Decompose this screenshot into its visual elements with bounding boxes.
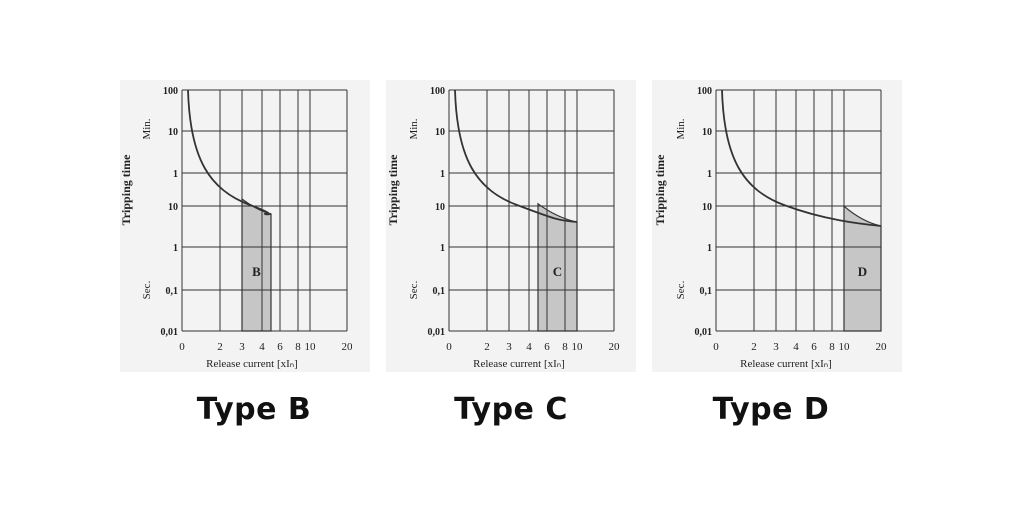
caption-type-b: Type B [196, 392, 312, 427]
y-axis-title-b: Tripping time [119, 154, 133, 225]
x-axis-title-b: Release current [xIₙ] [206, 358, 298, 370]
y-tick-label-d: 10 [702, 202, 712, 213]
unit-lower-c: Sec. [408, 280, 420, 299]
x-tick-label-c: 3 [506, 341, 512, 353]
y-tick-label-c: 0,1 [433, 286, 446, 297]
x-tick-label-d: 20 [876, 341, 888, 353]
y-tick-label-b: 1 [173, 169, 178, 180]
y-tick-label-d: 100 [697, 86, 712, 97]
x-tick-label-b: 6 [277, 341, 283, 353]
x-tick-label-b: 8 [295, 341, 301, 353]
unit-lower-d: Sec. [675, 280, 687, 299]
unit-lower-b: Sec. [141, 280, 153, 299]
y-tick-label-b: 10 [168, 202, 178, 213]
chart-panel-background-c [386, 80, 636, 372]
y-tick-label-d: 1 [707, 243, 712, 254]
x-tick-label-c: 20 [609, 341, 621, 353]
y-tick-label-b: 0,1 [166, 286, 179, 297]
x-tick-label-b: 2 [217, 341, 223, 353]
x-tick-label-c: 10 [572, 341, 584, 353]
y-axis-title-d: Tripping time [653, 154, 667, 225]
x-tick-label-b: 10 [305, 341, 317, 353]
y-tick-label-d: 0,01 [695, 327, 713, 338]
y-tick-label-b: 100 [163, 86, 178, 97]
x-tick-label-b: 3 [239, 341, 245, 353]
x-axis-title-d: Release current [xIₙ] [740, 358, 832, 370]
region-label-c: C [553, 264, 562, 279]
x-tick-label-d: 3 [773, 341, 779, 353]
y-tick-label-d: 0,1 [700, 286, 713, 297]
trip-curve-d [721, 89, 882, 227]
y-tick-label-c: 10 [435, 202, 445, 213]
unit-upper-d: Min. [675, 118, 687, 139]
x-tick-label-d: 8 [829, 341, 835, 353]
x-tick-label-c: 6 [544, 341, 550, 353]
x-axis-title-c: Release current [xIₙ] [473, 358, 565, 370]
x-tick-label-c: 4 [526, 341, 532, 353]
caption-type-c: Type C [454, 392, 568, 427]
y-tick-label-b: 10 [168, 127, 178, 138]
trip-curve-b [187, 89, 272, 216]
x-tick-label-d: 10 [839, 341, 851, 353]
unit-upper-c: Min. [408, 118, 420, 139]
y-tick-label-c: 0,01 [428, 327, 446, 338]
unit-upper-b: Min. [141, 118, 153, 139]
x-tick-label-c: 8 [562, 341, 568, 353]
region-label-d: D [858, 264, 867, 279]
x-tick-label-d: 4 [793, 341, 799, 353]
y-tick-label-c: 1 [440, 243, 445, 254]
y-tick-label-d: 1 [707, 169, 712, 180]
x-tick-label-b: 20 [342, 341, 354, 353]
x-tick-label-b: 4 [259, 341, 265, 353]
x-tick-label-c: 2 [484, 341, 490, 353]
trip-curve-c [454, 89, 578, 223]
y-tick-label-c: 10 [435, 127, 445, 138]
x-tick-label-d: 2 [751, 341, 757, 353]
x-tick-label-c: 0 [446, 341, 452, 353]
x-tick-label-d: 0 [713, 341, 719, 353]
x-tick-label-b: 0 [179, 341, 185, 353]
caption-type-d: Type D [712, 392, 830, 427]
y-tick-label-c: 100 [430, 86, 445, 97]
y-tick-label-d: 10 [702, 127, 712, 138]
y-tick-label-b: 0,01 [161, 327, 179, 338]
y-axis-title-c: Tripping time [386, 154, 400, 225]
y-tick-label-c: 1 [440, 169, 445, 180]
y-tick-label-b: 1 [173, 243, 178, 254]
region-label-b: B [252, 264, 261, 279]
x-tick-label-d: 6 [811, 341, 817, 353]
